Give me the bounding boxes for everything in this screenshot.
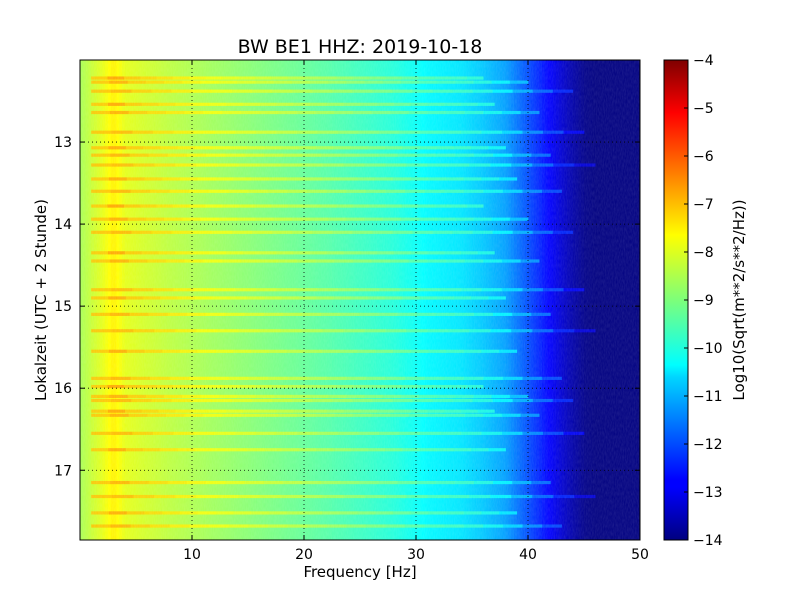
- y-axis-label: Lokalzeit (UTC + 2 Stunde): [32, 199, 50, 401]
- y-axis-ticks: 13 14 15 16 17: [54, 135, 640, 479]
- y-tick-label: 15: [54, 299, 72, 315]
- x-axis-ticks: 10 20 30 40 50: [183, 60, 649, 563]
- x-tick-label: 40: [519, 547, 537, 563]
- colorbar-tick-label: −12: [693, 437, 723, 453]
- colorbar-tick-label: −9: [693, 293, 714, 309]
- colorbar-tick-label: −7: [693, 197, 714, 213]
- colorbar-tick-label: −10: [693, 341, 723, 357]
- y-tick-label: 14: [54, 217, 72, 233]
- x-tick-label: 20: [295, 547, 313, 563]
- colorbar-tick-label: −14: [693, 533, 723, 549]
- x-axis-label: Frequency [Hz]: [303, 563, 416, 581]
- colorbar-tick-label: −5: [693, 101, 714, 117]
- y-tick-label: 17: [54, 463, 72, 479]
- plot-area: 10 20 30 40 50 13 14 15 16 17: [54, 59, 649, 563]
- colorbar-tick-label: −11: [693, 389, 723, 405]
- y-tick-label: 13: [54, 135, 72, 151]
- x-tick-label: 30: [407, 547, 425, 563]
- y-tick-label: 16: [54, 381, 72, 397]
- grid-lines: [80, 60, 640, 540]
- colorbar-tick-label: −13: [693, 485, 723, 501]
- colorbar-label: Log10(Sqrt(m**2/s**2/Hz)): [730, 199, 748, 400]
- colorbar: −4 −5 −6 −7 −8 −9 −10 −11 −12 −13 −14: [663, 53, 723, 549]
- colorbar-ticks: −4 −5 −6 −7 −8 −9 −10 −11 −12 −13 −14: [684, 53, 723, 549]
- colorbar-tick-label: −8: [693, 245, 714, 261]
- spectrogram-grain: [80, 60, 640, 540]
- chart-title: BW BE1 HHZ: 2019-10-18: [238, 36, 483, 58]
- colorbar-tick-label: −4: [693, 53, 714, 69]
- colorbar-tick-label: −6: [693, 149, 714, 165]
- x-tick-label: 10: [183, 547, 201, 563]
- plot-frame: [79, 59, 641, 541]
- x-tick-label: 50: [631, 547, 649, 563]
